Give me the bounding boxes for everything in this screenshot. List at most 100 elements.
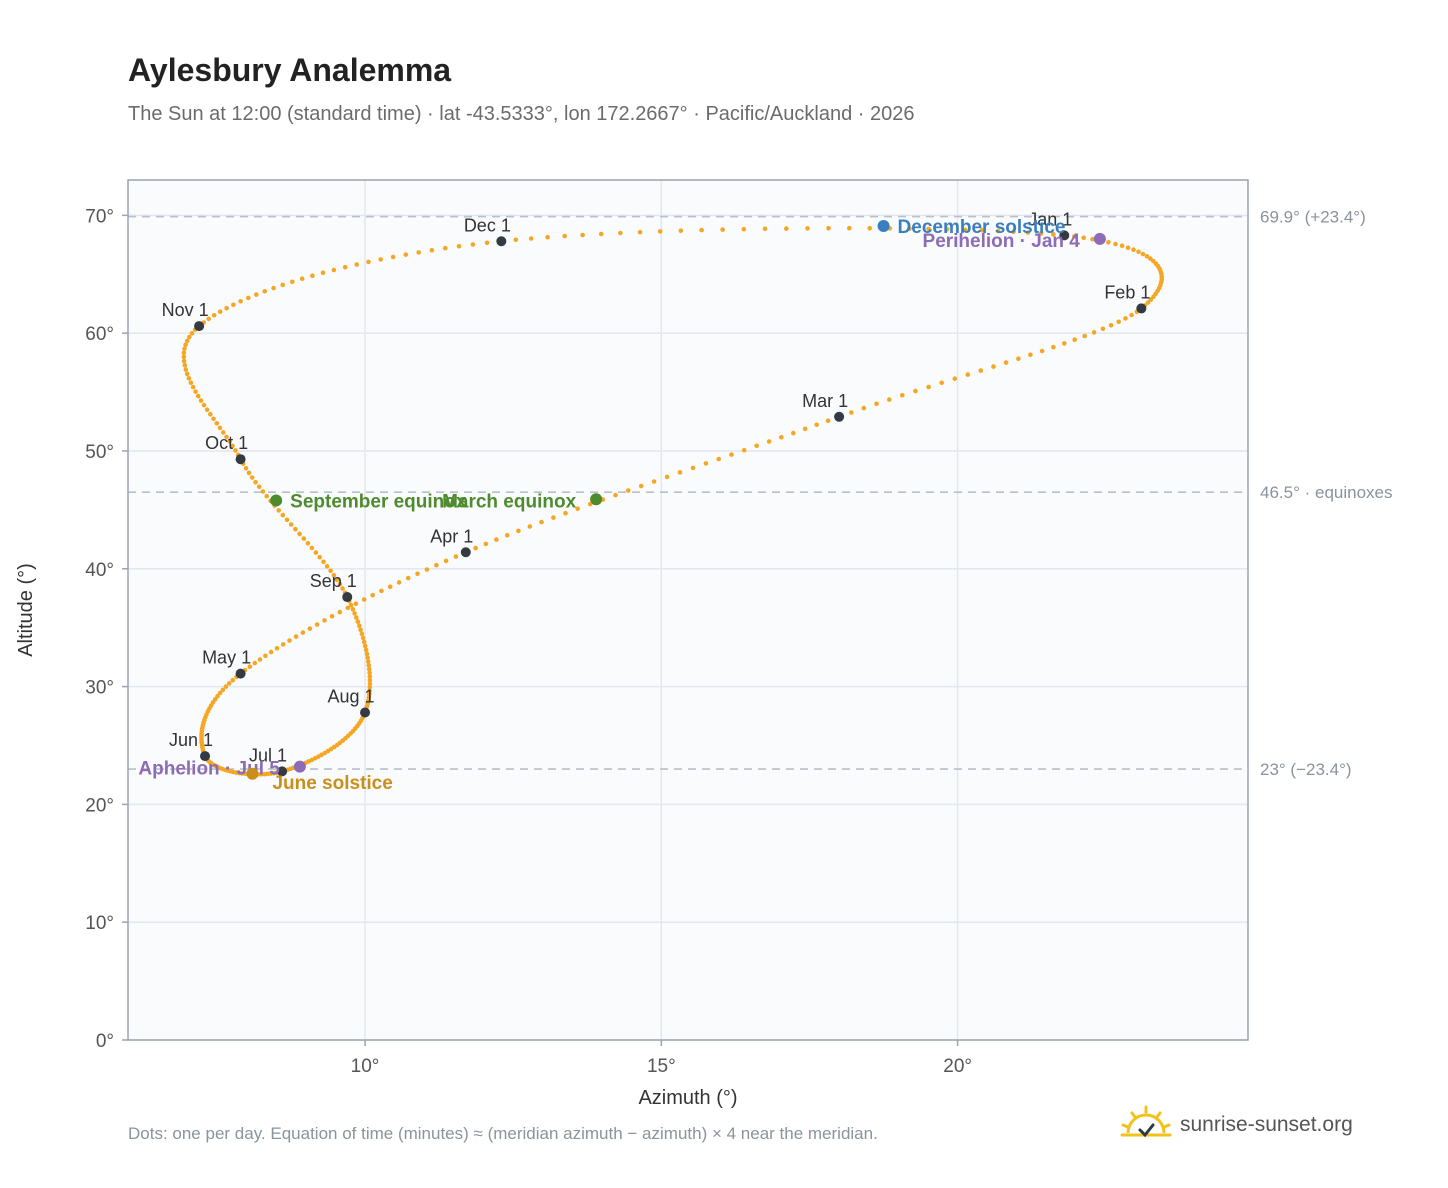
day-dot (181, 354, 187, 360)
day-dot (528, 236, 534, 241)
day-dot (403, 252, 409, 257)
chart-title: Aylesbury Analemma (128, 52, 452, 88)
day-dot (263, 653, 268, 659)
event-label: Perihelion · Jan 4 (923, 231, 1081, 252)
day-dot (965, 372, 971, 377)
brand-name: sunrise-sunset.org (1180, 1113, 1353, 1136)
day-dot (299, 276, 305, 282)
day-dot (211, 416, 216, 422)
day-dot (214, 421, 220, 426)
day-dot (249, 475, 255, 480)
day-dot (962, 227, 968, 233)
day-dot (324, 564, 330, 569)
day-dot (907, 226, 912, 231)
day-dot (637, 229, 643, 235)
day-dot (268, 649, 274, 655)
day-dot (995, 228, 1001, 234)
day-dot (638, 483, 644, 489)
day-dot (1140, 251, 1146, 257)
day-dot (231, 302, 236, 308)
day-dot (247, 664, 253, 669)
day-dot (978, 368, 984, 373)
day-dot (1125, 245, 1131, 250)
day-dot (396, 580, 402, 585)
day-dot (314, 622, 320, 627)
day-dot (317, 554, 323, 560)
day-dot (359, 631, 365, 637)
day-dot (952, 376, 958, 382)
day-dot (424, 567, 430, 572)
day-dot (366, 666, 372, 672)
reference-lines: 69.9° (+23.4°) 46.5° · equinoxes 23° (−23.… (128, 208, 1393, 779)
day-dot (527, 524, 533, 529)
month-label: Jul 1 (249, 745, 287, 765)
day-dot (913, 388, 918, 394)
day-dot (729, 452, 734, 457)
brand-logo: sunrise-sunset.org (1120, 1100, 1353, 1150)
day-dot (867, 226, 872, 231)
day-dot (329, 614, 335, 619)
day-dot (1148, 297, 1154, 302)
day-dot (367, 685, 373, 690)
day-dot (280, 512, 286, 518)
day-dot (233, 448, 238, 453)
day-dot (246, 295, 251, 301)
day-dot (260, 489, 266, 494)
day-dot (223, 684, 229, 689)
footnote: Dots: one per day. Equation of time (min… (128, 1124, 878, 1143)
day-dot (183, 342, 188, 348)
day-dot (1106, 240, 1111, 245)
day-dot (516, 528, 521, 534)
day-dot (221, 430, 226, 435)
day-dot (1136, 249, 1141, 255)
day-dot (252, 660, 258, 666)
event-label: Aphelion · Jul 5 (138, 759, 280, 780)
day-dot (321, 559, 326, 565)
day-dot (618, 230, 623, 236)
month-label: Sep 1 (310, 571, 357, 591)
day-dot (353, 601, 359, 606)
day-dot (1072, 234, 1077, 239)
day-dot (626, 488, 631, 493)
day-dot (342, 264, 348, 270)
day-dot (1038, 231, 1044, 236)
day-dot (284, 517, 290, 523)
day-dot (847, 225, 852, 231)
y-tick-label: 20° (85, 795, 114, 816)
day-dot (253, 292, 259, 297)
day-dot (741, 226, 747, 232)
day-dot (539, 519, 544, 525)
day-dot (198, 398, 204, 403)
event-marker (293, 760, 306, 773)
day-dot (484, 240, 490, 246)
day-dot (791, 430, 796, 436)
day-dot (297, 531, 302, 537)
day-dot (184, 371, 190, 377)
month-marker (194, 321, 205, 332)
day-dot (264, 493, 270, 499)
day-dot (1144, 253, 1150, 259)
day-dot (1131, 247, 1136, 252)
day-dot (483, 541, 489, 547)
day-dot (227, 439, 232, 444)
day-dot (703, 461, 709, 466)
day-dot (1039, 348, 1045, 354)
x-tick-label: 20° (943, 1056, 972, 1077)
day-dot (182, 363, 188, 368)
day-dot (243, 466, 249, 471)
day-dot (189, 331, 195, 336)
day-dot (762, 226, 768, 232)
day-dot (387, 584, 393, 589)
day-dot (354, 615, 359, 620)
day-dot (280, 642, 286, 647)
x-tick-label: 15° (647, 1056, 676, 1077)
month-marker (235, 668, 246, 679)
day-dot (513, 237, 519, 243)
day-dot (313, 550, 319, 555)
x-axis-label: Azimuth (°) (638, 1087, 737, 1109)
day-dot (1072, 337, 1077, 343)
day-dot (802, 426, 808, 432)
day-dot (345, 605, 351, 611)
month-label: Apr 1 (430, 526, 473, 546)
reference-line-label: 23° (−23.4°) (1260, 760, 1352, 779)
